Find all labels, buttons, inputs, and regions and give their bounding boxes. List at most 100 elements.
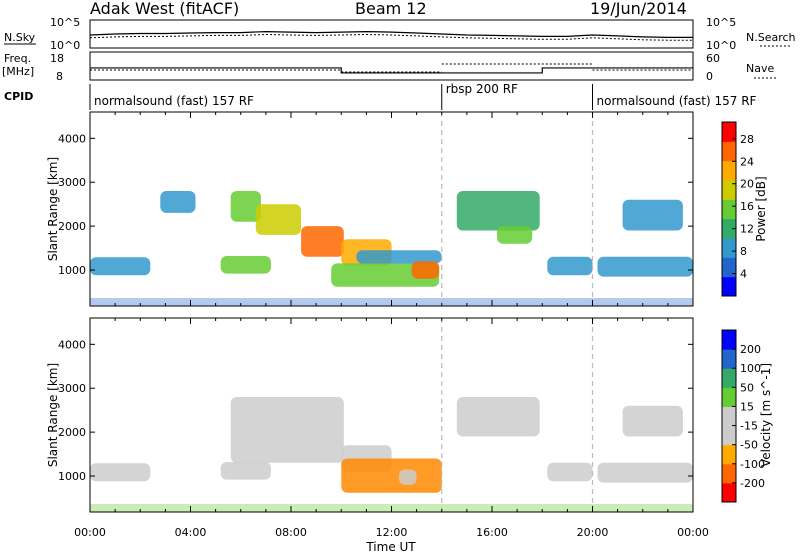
power-y-axis-label: Slant Range [km] [46,157,60,261]
velocity-echo-layer [90,397,693,512]
echo-region [622,405,683,437]
velocity-colorbar-label: Velocity [m s^-1] [759,363,773,467]
echo-region [497,226,533,244]
y-tick-label: 1000 [58,264,86,277]
noise-left-tick-bottom: 10^0 [50,39,80,52]
echo-region [90,257,151,276]
power-colorbar-swatch [722,199,736,220]
x-tick-label: 04:00 [175,526,207,539]
freq-label-line1: Freq. [4,52,31,65]
echo-region [597,256,693,277]
power-colorbar-swatch [722,276,736,297]
noise-right-tick-bottom: 10^0 [706,39,736,52]
velocity-colorbar-swatch [722,387,736,407]
cpid-segment-label: normalsound (fast) 157 RF [597,94,757,108]
x-tick-label: 00:00 [74,526,106,539]
echo-region [597,462,693,483]
echo-region [220,462,271,480]
power-colorbar-swatch [722,218,736,239]
velocity-colorbar-swatch [722,330,736,350]
velocity-colorbar-swatch [722,406,736,427]
nave-tick-top: 60 [706,52,720,65]
y-tick-label: 2000 [58,220,86,233]
date-title: 19/Jun/2014 [590,0,687,18]
y-tick-label: 4000 [58,338,86,351]
x-tick-label: 00:00 [677,526,709,539]
noise-search-line [89,33,693,41]
velocity-colorbar-tick: -50 [740,439,758,452]
y-tick-label: 4000 [58,132,86,145]
power-y-ticks: 1000 2000 3000 4000 [58,132,693,277]
power-colorbar-tick: 8 [740,245,747,258]
power-colorbar-frame [721,121,737,297]
cpid-segment-label: rbsp 200 RF [446,82,518,96]
power-colorbar-swatch [722,180,736,200]
station-title: Adak West (fitACF) [90,0,239,18]
velocity-panel: 1000 2000 3000 4000 Slant Range [km] 200 100… [46,317,773,513]
power-colorbar-swatch [722,257,736,278]
y-tick-label: 3000 [58,382,86,395]
cpid-segment-label: normalsound (fast) 157 RF [94,94,254,108]
power-panel: 1000 2000 3000 4000 Slant Range [km] 4 8 12 16… [46,111,768,307]
echo-region [230,191,261,222]
velocity-colorbar-tick: -200 [740,477,765,490]
echo-region [341,458,442,493]
power-colorbar-tick: 4 [740,268,747,281]
velocity-colorbar-tick: 15 [740,400,754,413]
y-tick-label: 1000 [58,470,86,483]
noise-right-tick-top: 10^5 [706,16,736,29]
cpid-label: CPID [4,90,33,103]
x-tick-label: 12:00 [376,526,408,539]
echo-region [622,199,683,231]
freq-tick-bottom: 8 [56,70,63,83]
freq-tick-top: 18 [50,52,64,65]
power-colorbar: 4 8 12 16 20 24 28 [721,121,754,297]
nave-tick-bottom: 0 [706,70,713,83]
power-colorbar-tick: 12 [740,223,754,236]
power-colorbar-swatch [722,160,736,181]
x-tick-labels: 00:00 04:00 08:00 12:00 16:00 20:00 00:00 [74,526,709,539]
frequency-panel: Freq. [MHz] 18 8 60 0 Nave [2,51,776,83]
velocity-colorbar-swatch [722,482,736,503]
power-x-ticks [89,112,694,306]
power-colorbar-swatch [722,122,736,142]
velocity-colorbar-frame [721,329,737,503]
velocity-colorbar-tick: 50 [740,381,754,394]
velocity-colorbar-tick: -15 [740,420,758,433]
frequency-line [90,67,693,74]
velocity-y-axis-label: Slant Range [km] [46,363,60,467]
noise-sky-line [89,30,693,38]
velocity-colorbar-tick: 200 [740,343,761,356]
echo-region [547,256,593,276]
beam-title: Beam 12 [355,0,427,18]
echo-region [160,191,196,213]
noise-left-label: N.Sky [4,31,36,44]
velocity-colorbar-swatch [722,349,736,369]
velocity-colorbar-tick: -100 [740,458,765,471]
echo-region [220,256,271,274]
velocity-colorbar-tick: 100 [740,362,761,375]
x-tick-label: 20:00 [577,526,609,539]
noise-left-tick-top: 10^5 [50,16,80,29]
noise-panel-frame [89,19,694,49]
y-tick-label: 2000 [58,426,86,439]
echo-region [90,463,151,482]
frequency-panel-frame [89,51,694,81]
y-tick-label: 3000 [58,176,86,189]
velocity-colorbar-swatch [722,425,736,446]
velocity-colorbar-swatch [722,444,736,465]
echo-region [456,397,540,437]
power-colorbar-tick: 20 [740,178,754,191]
cpid-segments: normalsound (fast) 157 RF rbsp 200 RF norm… [94,82,757,110]
power-colorbar-swatch [722,141,736,162]
nave-line [90,63,693,73]
velocity-colorbar-swatch [722,463,736,484]
velocity-x-ticks [89,318,694,512]
velocity-colorbar: 200 100 50 15 -15 -50 -100 -200 [721,329,765,503]
velocity-y-ticks: 1000 2000 3000 4000 [58,338,693,483]
cpid-panel: CPID normalsound (fast) 157 RF rbsp 200 R… [4,82,757,110]
power-colorbar-swatch [722,238,736,258]
nave-label: Nave [746,62,774,75]
echo-region [456,191,540,231]
